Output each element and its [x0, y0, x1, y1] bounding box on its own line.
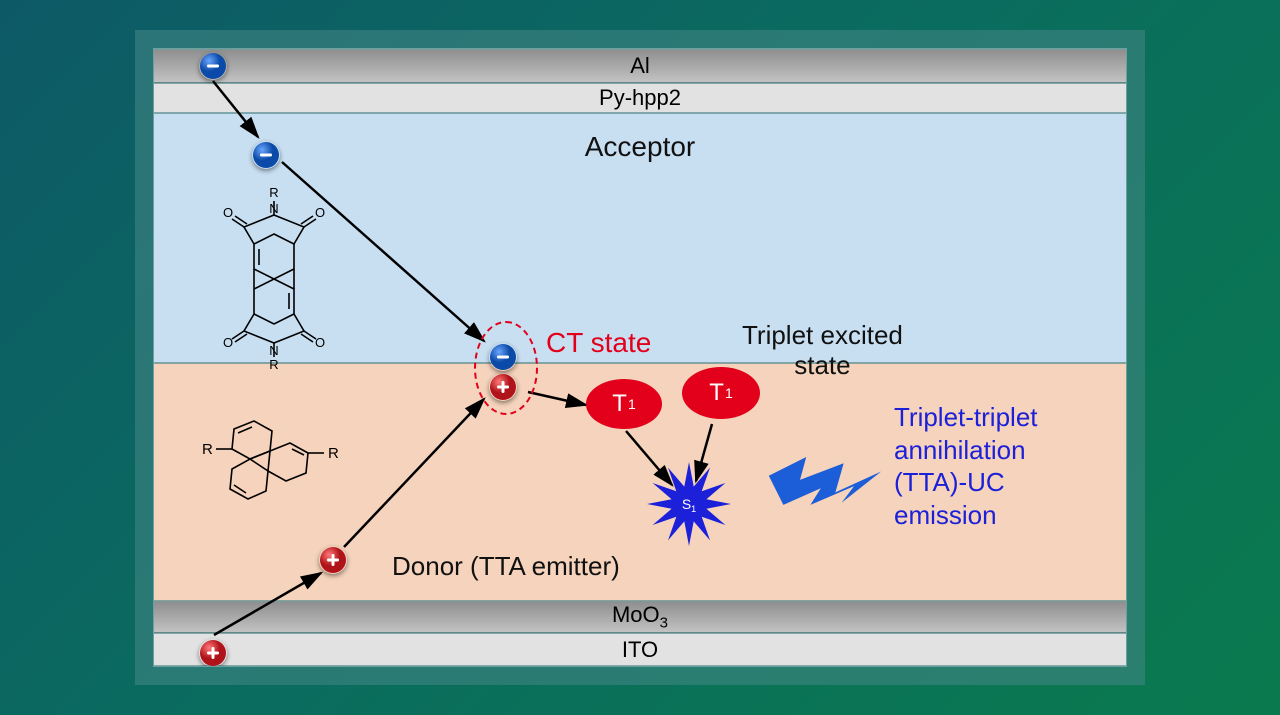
- layer-ito-label: ITO: [622, 639, 658, 661]
- triplet-excited-label: Triplet excited state: [742, 321, 903, 381]
- device-diagram: Al Py-hpp2 MoO3 ITO Acceptor Donor (TTA …: [153, 48, 1127, 667]
- layer-al-label: Al: [630, 55, 650, 77]
- donor-label: Donor (TTA emitter): [392, 551, 620, 582]
- electron-icon: [489, 343, 517, 371]
- svg-text:R: R: [328, 445, 339, 462]
- ct-state-label: CT state: [546, 327, 651, 359]
- emission-bolt-icon: [766, 457, 886, 514]
- tta-uc-emission-label: Triplet-triplet annihilation (TTA)-UC em…: [894, 401, 1038, 531]
- electron-icon: [252, 141, 280, 169]
- hole-icon: [489, 373, 517, 401]
- electron-icon: [199, 52, 227, 80]
- panel-frame: Al Py-hpp2 MoO3 ITO Acceptor Donor (TTA …: [135, 30, 1145, 685]
- svg-text:O: O: [223, 335, 233, 350]
- svg-text:N: N: [269, 201, 278, 216]
- svg-text:R: R: [269, 185, 278, 200]
- triplet-t1-a: T1: [586, 379, 662, 429]
- layer-pyhpp2-label: Py-hpp2: [599, 87, 681, 109]
- acceptor-molecule-icon: O O O O N N R R: [214, 179, 364, 369]
- layer-al: Al: [154, 49, 1126, 83]
- layer-moo3-label: MoO3: [612, 604, 668, 630]
- acceptor-label: Acceptor: [585, 131, 696, 163]
- svg-text:R: R: [202, 441, 213, 458]
- donor-molecule-icon: R R: [194, 389, 364, 559]
- svg-text:O: O: [315, 205, 325, 220]
- hole-icon: [199, 639, 227, 667]
- singlet-s1-star: S1: [642, 457, 736, 556]
- layer-ito: ITO: [154, 633, 1126, 666]
- svg-text:O: O: [223, 205, 233, 220]
- svg-text:R: R: [269, 357, 278, 369]
- page-root: Al Py-hpp2 MoO3 ITO Acceptor Donor (TTA …: [0, 0, 1280, 715]
- layer-moo3: MoO3: [154, 601, 1126, 633]
- svg-text:N: N: [269, 343, 278, 358]
- layer-pyhpp2: Py-hpp2: [154, 83, 1126, 113]
- svg-text:O: O: [315, 335, 325, 350]
